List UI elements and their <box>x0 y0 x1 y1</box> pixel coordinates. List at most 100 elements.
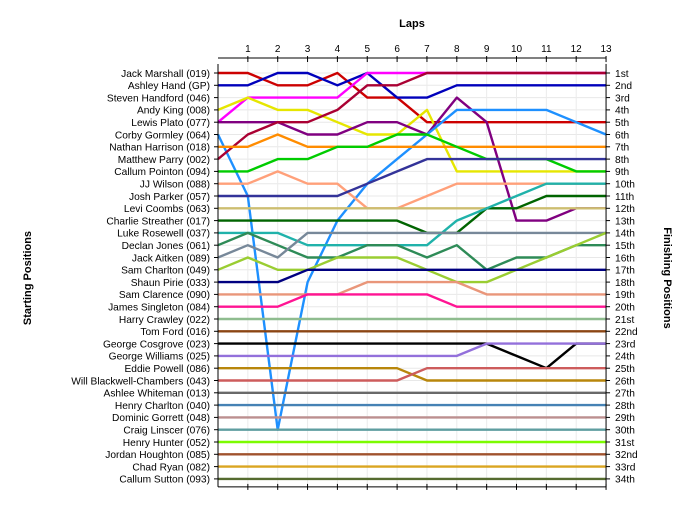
driver-position-line <box>218 268 606 284</box>
starting-grid-label: Jack Aitken (089) <box>132 253 210 264</box>
starting-grid-label: Ashlee Whiteman (013) <box>104 389 210 400</box>
starting-grid-label: JJ Wilson (088) <box>140 180 210 191</box>
driver-position-line <box>218 133 606 149</box>
finishing-position-label: 24th <box>615 352 635 363</box>
finishing-position-label: 23rd <box>615 339 636 350</box>
starting-grid-label: Harry Crawley (022) <box>119 315 210 326</box>
x-tick-label: 13 <box>600 44 612 55</box>
y-axis-left-title: Starting Positions <box>22 231 34 325</box>
y-axis-right-title: Finishing Positions <box>661 227 673 328</box>
finishing-position-labels: 1st2nd3rd4th5th6th7th8th9th10th11th12th1… <box>615 69 638 486</box>
finishing-position-label: 32nd <box>615 450 638 461</box>
starting-grid-label: Matthew Parry (002) <box>118 155 210 166</box>
driver-position-line <box>218 71 606 99</box>
finishing-position-label: 31st <box>615 438 634 449</box>
finishing-position-label: 26th <box>615 376 635 387</box>
finishing-position-label: 20th <box>615 303 635 314</box>
finishing-position-label: 4th <box>615 106 629 117</box>
finishing-position-label: 11th <box>615 192 634 203</box>
x-tick-label: 7 <box>424 44 430 55</box>
starting-grid-label: Levi Coombs (063) <box>124 204 210 215</box>
starting-grid-label: Dominic Gorrett (048) <box>112 413 210 424</box>
finishing-position-label: 34th <box>615 475 635 486</box>
x-tick-label: 4 <box>335 44 341 55</box>
x-tick-label: 10 <box>511 44 523 55</box>
starting-grid-label: Josh Parker (057) <box>129 192 210 203</box>
x-tick-labels: 1 2 3 4 5 6 7 8 9 10 11 12 13 <box>245 44 612 55</box>
finishing-position-label: 2nd <box>615 81 632 92</box>
starting-grid-label: George Cosgrove (023) <box>103 339 210 350</box>
x-tick-label: 12 <box>571 44 583 55</box>
starting-grid-label: Steven Handford (046) <box>107 93 210 104</box>
driver-position-line <box>218 367 606 382</box>
finishing-position-label: 28th <box>615 401 635 412</box>
finishing-position-label: 19th <box>615 290 635 301</box>
starting-grid-label: Will Blackwell-Chambers (043) <box>71 376 210 387</box>
driver-position-line <box>218 342 606 358</box>
starting-grid-label: Jordan Houghton (085) <box>105 450 210 461</box>
x-tick-label: 3 <box>305 44 311 55</box>
finishing-position-label: 21st <box>615 315 634 326</box>
x-tick-label: 2 <box>275 44 281 55</box>
finishing-position-label: 17th <box>615 266 635 277</box>
finishing-position-label: 6th <box>615 130 629 141</box>
finishing-position-label: 8th <box>615 155 629 166</box>
starting-grid-label: Sam Charlton (049) <box>121 266 210 277</box>
driver-position-line <box>218 342 606 370</box>
starting-grid-label: Callum Pointon (094) <box>114 167 210 178</box>
x-tick-label: 6 <box>394 44 400 55</box>
finishing-position-label: 25th <box>615 364 635 375</box>
starting-grid-label: Jack Marshall (019) <box>121 69 210 80</box>
starting-grid-label: Henry Charlton (040) <box>115 401 210 412</box>
starting-grid-label: Craig Linscer (076) <box>123 426 210 437</box>
x-tick-label: 1 <box>245 44 251 55</box>
finishing-position-label: 22nd <box>615 327 638 338</box>
x-tick-label: 11 <box>541 44 552 55</box>
finishing-position-label: 29th <box>615 413 635 424</box>
driver-position-line <box>218 96 606 222</box>
starting-grid-label: Luke Rosewell (037) <box>117 229 210 240</box>
finishing-position-label: 16th <box>615 253 635 264</box>
driver-position-line <box>218 293 606 308</box>
x-tick-label: 5 <box>364 44 370 55</box>
starting-grid-label: Lewis Plato (077) <box>131 118 210 129</box>
driver-position-line <box>217 231 606 271</box>
x-tick-label: 9 <box>484 44 490 55</box>
driver-position-line <box>218 182 606 247</box>
finishing-position-label: 5th <box>615 118 629 129</box>
driver-position-line <box>217 231 606 259</box>
starting-grid-label: Eddie Powell (086) <box>124 364 210 375</box>
starting-grid-label: Nathan Harrison (018) <box>109 143 210 154</box>
finishing-position-label: 14th <box>615 229 635 240</box>
axis-ticks <box>214 56 611 490</box>
starting-grid-label: Corby Gormley (064) <box>115 130 210 141</box>
finishing-position-label: 3rd <box>615 93 630 104</box>
finishing-position-label: 18th <box>615 278 635 289</box>
driver-position-line <box>218 71 606 124</box>
starting-grid-labels: Jack Marshall (019)Ashley Hand (GP)Steve… <box>71 69 210 486</box>
finishing-position-label: 27th <box>615 389 635 400</box>
finishing-position-label: 30th <box>615 426 635 437</box>
series-lines <box>216 71 607 481</box>
finishing-position-label: 33rd <box>615 462 636 473</box>
finishing-position-label: 12th <box>615 204 635 215</box>
finishing-position-label: 10th <box>615 180 635 191</box>
starting-grid-label: Chad Ryan (082) <box>132 462 210 473</box>
starting-grid-label: Charlie Streather (017) <box>106 216 210 227</box>
finishing-position-label: 15th <box>615 241 635 252</box>
x-axis-title: Laps <box>399 18 425 30</box>
driver-position-line <box>217 231 607 284</box>
starting-grid-label: Ashley Hand (GP) <box>128 81 210 92</box>
starting-grid-label: Andy King (008) <box>137 106 210 117</box>
driver-position-line <box>217 71 606 161</box>
finishing-position-label: 9th <box>615 167 629 178</box>
starting-grid-label: George Williams (025) <box>109 352 210 363</box>
starting-grid-label: Sam Clarence (090) <box>119 290 210 301</box>
starting-grid-label: Shaun Pirie (033) <box>131 278 210 289</box>
driver-position-line <box>217 96 606 173</box>
starting-grid-label: Declan Jones (061) <box>122 241 210 252</box>
driver-position-line <box>218 194 606 235</box>
finishing-position-label: 7th <box>615 143 629 154</box>
driver-position-line <box>218 157 606 198</box>
